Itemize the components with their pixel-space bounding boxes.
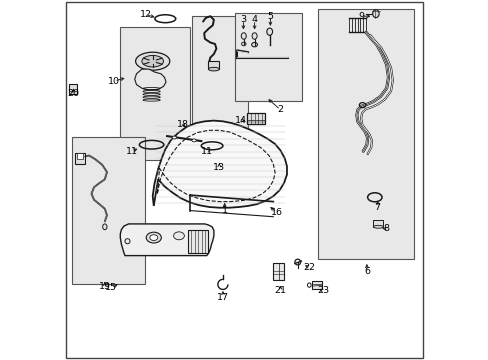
Text: 9: 9 xyxy=(358,12,364,21)
Text: 10: 10 xyxy=(108,77,120,85)
Ellipse shape xyxy=(373,225,383,228)
Bar xyxy=(77,153,82,159)
Text: 15: 15 xyxy=(105,284,117,292)
Ellipse shape xyxy=(102,224,107,230)
Ellipse shape xyxy=(146,232,161,243)
Text: 3: 3 xyxy=(240,15,246,24)
Bar xyxy=(187,230,208,253)
Text: 14: 14 xyxy=(234,116,246,125)
Bar xyxy=(192,16,247,160)
Ellipse shape xyxy=(266,28,272,35)
Ellipse shape xyxy=(172,136,176,139)
Bar xyxy=(373,220,383,227)
Text: 17: 17 xyxy=(217,292,228,302)
Polygon shape xyxy=(134,69,166,90)
Bar xyxy=(72,137,145,284)
Bar xyxy=(120,27,190,160)
Ellipse shape xyxy=(142,55,163,67)
Bar xyxy=(247,113,264,124)
Text: 16: 16 xyxy=(270,208,283,217)
Text: 5: 5 xyxy=(267,12,273,21)
Text: 13: 13 xyxy=(213,163,225,172)
Text: 20: 20 xyxy=(67,89,80,98)
Ellipse shape xyxy=(135,52,169,70)
Bar xyxy=(208,61,219,69)
Bar xyxy=(75,153,84,164)
Bar xyxy=(311,281,322,289)
Bar xyxy=(69,84,77,94)
Ellipse shape xyxy=(372,10,378,18)
Bar xyxy=(318,9,413,259)
Text: 12: 12 xyxy=(139,10,151,19)
Text: 6: 6 xyxy=(363,267,369,276)
Text: 19: 19 xyxy=(99,282,111,291)
Ellipse shape xyxy=(208,67,219,71)
Ellipse shape xyxy=(173,232,184,240)
Text: 23: 23 xyxy=(317,287,329,295)
Text: 22: 22 xyxy=(303,263,315,271)
Ellipse shape xyxy=(149,235,158,240)
Ellipse shape xyxy=(192,139,196,142)
Text: 11: 11 xyxy=(126,147,138,156)
Ellipse shape xyxy=(251,33,257,39)
Text: 18: 18 xyxy=(177,120,189,129)
Text: 8: 8 xyxy=(383,224,389,233)
Text: 1: 1 xyxy=(221,206,227,215)
Polygon shape xyxy=(120,224,213,256)
Text: 4: 4 xyxy=(251,15,257,24)
Polygon shape xyxy=(152,121,286,208)
Bar xyxy=(235,13,302,101)
Text: 21: 21 xyxy=(274,287,286,295)
Ellipse shape xyxy=(241,33,246,39)
Text: 2: 2 xyxy=(277,105,283,114)
Bar xyxy=(273,263,284,280)
Text: 7: 7 xyxy=(374,202,380,211)
Text: 11: 11 xyxy=(200,147,212,156)
